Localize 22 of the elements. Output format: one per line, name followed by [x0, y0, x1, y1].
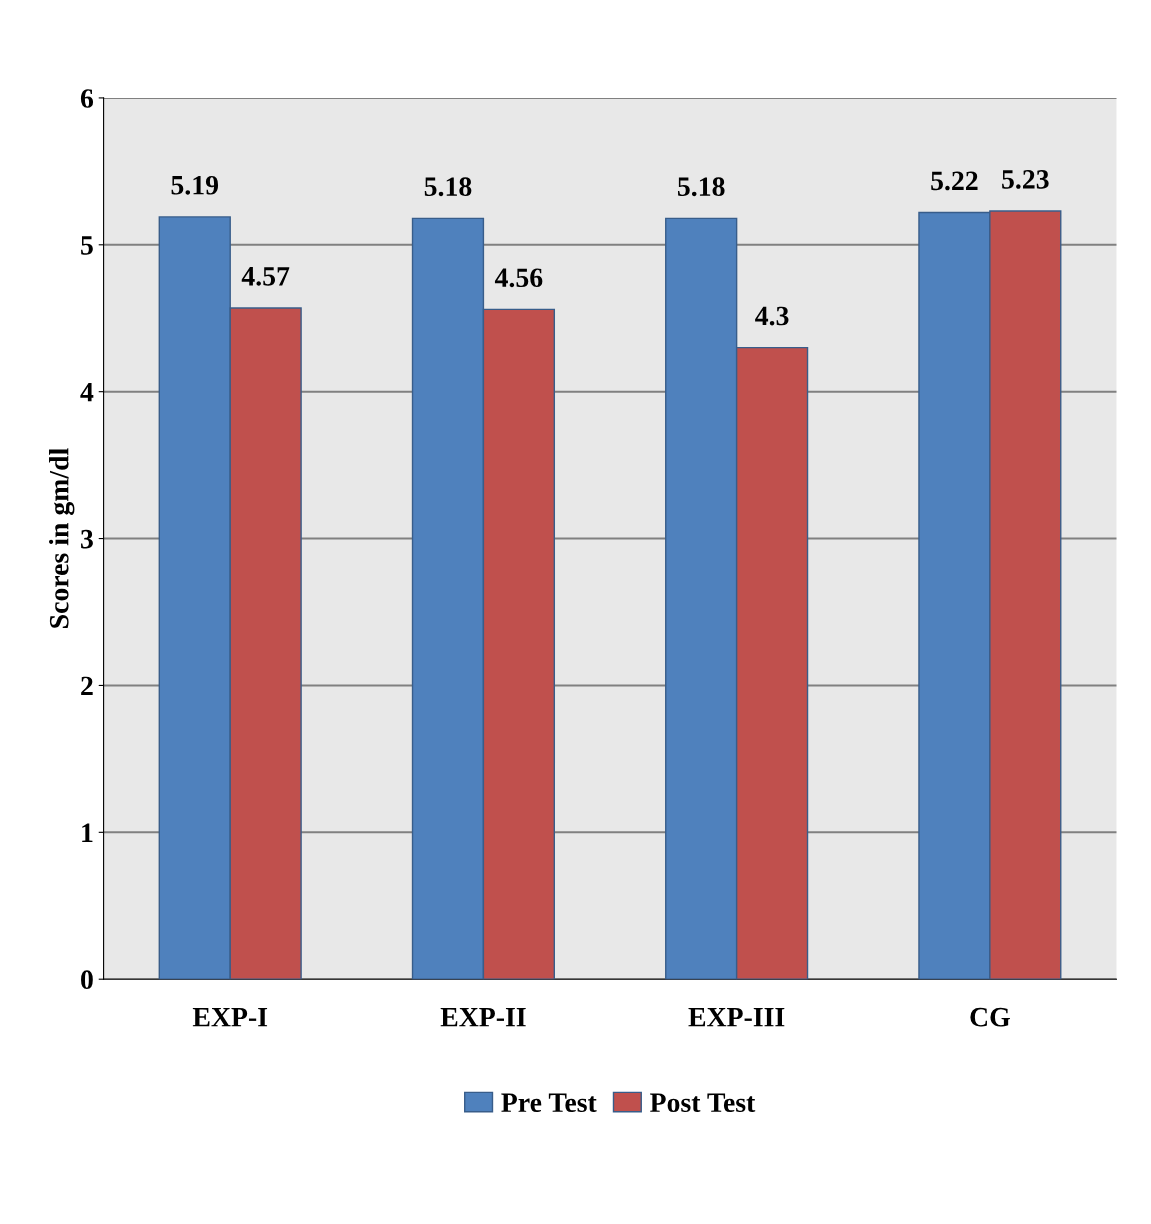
y-tick-label: 1: [82, 823, 93, 842]
x-tick-label: EXP-III: [688, 1008, 785, 1027]
x-tick-label: EXP-II: [440, 1008, 526, 1027]
legend-label: Post Test: [650, 1093, 756, 1113]
data-label: 4.57: [241, 267, 290, 286]
data-label: 4.3: [755, 306, 789, 326]
y-tick-label: 2: [81, 676, 93, 696]
data-label: 5.23: [1002, 170, 1049, 189]
y-tick-label: 3: [81, 529, 93, 549]
y-axis-title: Scores in gm/dl: [49, 448, 75, 628]
legend-label: Pre Test: [501, 1093, 597, 1113]
x-tick-label: CG: [970, 1007, 1010, 1027]
data-label: 5.18: [424, 177, 472, 197]
y-tick-label: 5: [81, 236, 93, 255]
data-label: 4.56: [494, 268, 543, 288]
x-tick-label: EXP-I: [192, 1008, 268, 1027]
y-tick-label: 4: [80, 383, 94, 402]
data-label: 5.22: [931, 171, 978, 191]
y-tick-label: 0: [81, 970, 93, 990]
y-tick-label: 6: [80, 89, 94, 108]
data-label: 5.19: [171, 175, 219, 195]
data-label: 5.18: [677, 177, 725, 197]
